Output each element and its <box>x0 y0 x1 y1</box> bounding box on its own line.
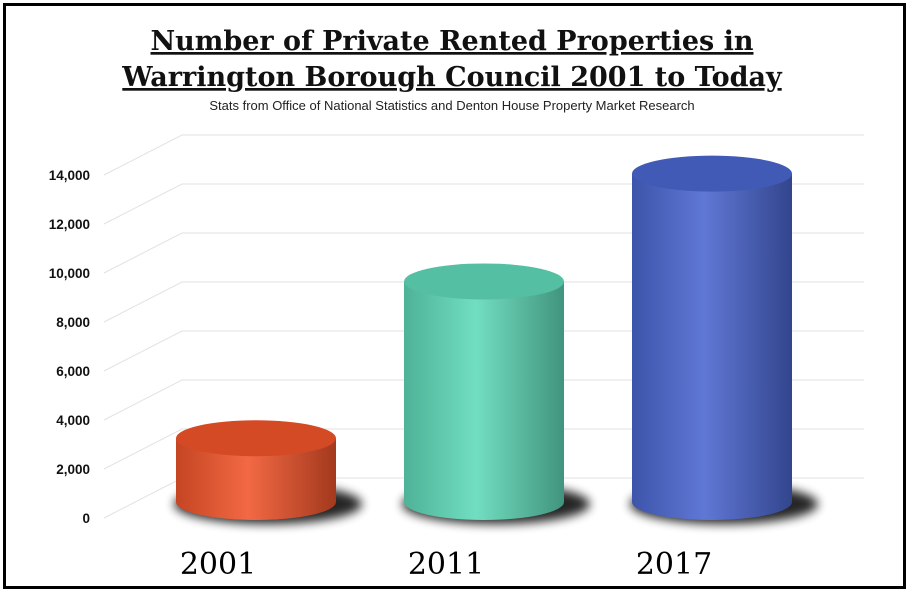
chart-subtitle: Stats from Office of National Statistics… <box>209 98 694 113</box>
y-tick-label: 10,000 <box>49 266 90 281</box>
bar-top-2017 <box>632 155 792 192</box>
bar-2001 <box>176 438 336 520</box>
bar-top-2001 <box>176 420 336 457</box>
y-tick-label: 14,000 <box>49 168 90 183</box>
gridlines <box>103 134 864 519</box>
x-category-label: 2001 <box>180 547 256 582</box>
bars <box>174 155 818 524</box>
bar-2011 <box>404 281 564 520</box>
y-tick-label: 0 <box>82 511 90 526</box>
y-tick-label: 4,000 <box>56 413 90 428</box>
x-axis-categories: 2001 2011 2017 <box>180 547 712 582</box>
y-tick-label: 6,000 <box>56 364 90 379</box>
x-category-label: 2011 <box>408 547 484 582</box>
bar-2017 <box>632 173 792 520</box>
bar-chart: Number of Private Rented Properties in W… <box>49 26 864 582</box>
chart-frame: Number of Private Rented Properties in W… <box>3 3 906 589</box>
x-category-label: 2017 <box>636 547 712 582</box>
chart-title-line-2: Warrington Borough Council 2001 to Today <box>121 62 783 93</box>
y-tick-label: 8,000 <box>56 315 90 330</box>
gridline <box>103 134 864 176</box>
y-tick-label: 2,000 <box>56 462 90 477</box>
bar-top-2011 <box>404 263 564 300</box>
y-tick-label: 12,000 <box>49 217 90 232</box>
y-axis-ticks: 0 2,000 4,000 6,000 8,000 10,000 12,000 14,000 <box>49 168 90 526</box>
chart-title-line-1: Number of Private Rented Properties in <box>151 26 754 57</box>
